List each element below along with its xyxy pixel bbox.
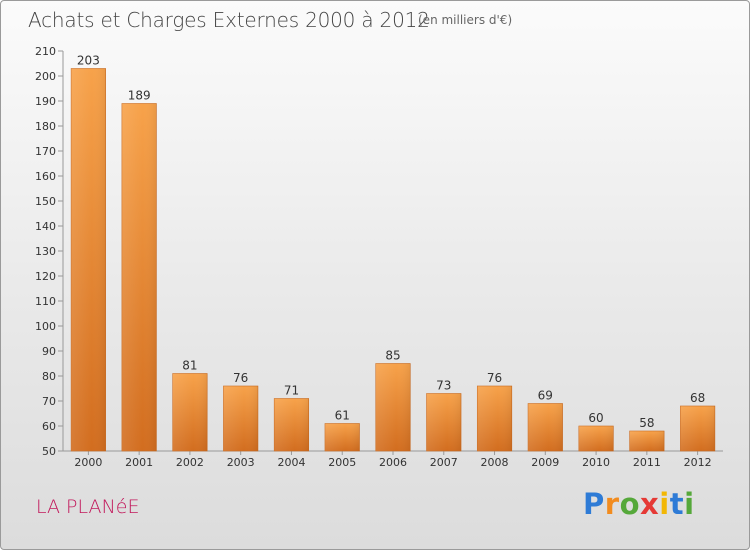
y-tick-label: 110 xyxy=(35,295,56,308)
bar-shade xyxy=(71,68,106,451)
bar-value-label: 69 xyxy=(538,389,553,403)
y-tick-label: 190 xyxy=(35,95,56,108)
brand-logo: Proxiti xyxy=(583,487,695,521)
y-tick-label: 160 xyxy=(35,170,56,183)
y-tick-label: 80 xyxy=(42,370,56,383)
y-tick-label: 140 xyxy=(35,220,56,233)
brand-letter: t xyxy=(669,487,685,521)
bar-value-label: 71 xyxy=(284,384,299,398)
y-tick-label: 180 xyxy=(35,120,56,133)
y-tick-label: 130 xyxy=(35,245,56,258)
y-tick-label: 70 xyxy=(42,395,56,408)
y-tick-label: 200 xyxy=(35,70,56,83)
y-axis: 50 60 70 80 90 100 110 120 130 140 150 160 170 180 190… xyxy=(35,45,64,458)
x-tick-label: 2005 xyxy=(328,456,356,469)
brand-letter: r xyxy=(604,487,620,521)
x-tick-label: 2000 xyxy=(74,456,102,469)
bar-value-label: 68 xyxy=(690,391,705,405)
bar-shade xyxy=(477,386,512,451)
bar-shade xyxy=(121,103,157,451)
bar-value-label: 76 xyxy=(233,371,248,385)
bar-shade xyxy=(426,393,462,451)
x-tick-label: 2012 xyxy=(684,456,712,469)
brand-letter: i xyxy=(659,487,670,521)
x-axis: 2000 2001 2002 2003 2004 2005 2006 2007 2008 2009… xyxy=(63,450,723,469)
value-labels-group: 203 189 81 76 71 61 85 73 76 69 60 58 68 xyxy=(77,54,705,431)
x-tick-label: 2003 xyxy=(227,456,255,469)
bar-value-label: 85 xyxy=(385,349,400,363)
x-tick-label: 2004 xyxy=(277,456,305,469)
bars-group xyxy=(70,68,716,452)
bar-value-label: 60 xyxy=(588,411,603,425)
bar-shade xyxy=(324,423,360,451)
y-tick-label: 170 xyxy=(35,145,56,158)
y-tick-label: 120 xyxy=(35,270,56,283)
x-tick-label: 2009 xyxy=(531,456,559,469)
brand-letter: i xyxy=(684,487,695,521)
y-tick-label: 50 xyxy=(42,445,56,458)
bar-value-label: 203 xyxy=(77,54,100,68)
bar-value-label: 189 xyxy=(128,89,151,103)
bar-value-label: 61 xyxy=(335,409,350,423)
chart-title: Achats et Charges Externes 2000 à 2012 xyxy=(28,8,430,32)
y-tick-label: 150 xyxy=(35,195,56,208)
y-tick-label: 60 xyxy=(42,420,56,433)
bar-shade xyxy=(629,431,665,451)
x-tick-label: 2001 xyxy=(125,456,153,469)
chart-subtitle: (en milliers d'€) xyxy=(418,13,513,27)
bar-value-label: 81 xyxy=(182,359,197,373)
bar-shade xyxy=(172,373,208,451)
y-tick-label: 100 xyxy=(35,320,56,333)
brand-letter: x xyxy=(640,487,660,521)
x-tick-label: 2007 xyxy=(430,456,458,469)
x-tick-label: 2006 xyxy=(379,456,407,469)
x-tick-label: 2008 xyxy=(481,456,509,469)
bar-shade xyxy=(528,403,563,451)
bar-value-label: 76 xyxy=(487,371,502,385)
commune-label: LA PLANéE xyxy=(36,496,140,518)
x-tick-label: 2011 xyxy=(633,456,661,469)
bar-shade xyxy=(680,406,715,451)
x-tick-label: 2002 xyxy=(176,456,204,469)
bar-shade xyxy=(578,426,614,451)
bar-shade xyxy=(274,398,309,451)
bar-shade xyxy=(223,386,258,451)
bar-value-label: 58 xyxy=(639,416,654,430)
brand-letter: o xyxy=(619,487,641,521)
bar-shade xyxy=(375,363,411,451)
y-tick-label: 210 xyxy=(35,45,56,58)
brand-letter: P xyxy=(583,487,605,521)
x-tick-label: 2010 xyxy=(582,456,610,469)
bar-value-label: 73 xyxy=(436,379,451,393)
y-tick-label: 90 xyxy=(42,345,56,358)
